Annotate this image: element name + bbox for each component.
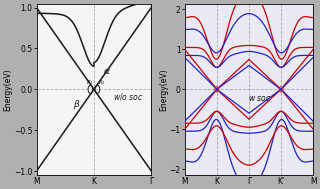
Text: $\beta$: $\beta$ xyxy=(73,98,81,111)
Y-axis label: Energy(eV): Energy(eV) xyxy=(159,68,168,111)
Text: $w/o\ soc$: $w/o\ soc$ xyxy=(113,91,144,102)
Text: $R_1$: $R_1$ xyxy=(85,78,93,87)
Y-axis label: Energy(eV): Energy(eV) xyxy=(4,68,12,111)
Text: $\alpha$: $\alpha$ xyxy=(102,67,110,76)
Text: $w\ soc$: $w\ soc$ xyxy=(247,94,271,103)
Text: $R_2$: $R_2$ xyxy=(98,78,106,87)
